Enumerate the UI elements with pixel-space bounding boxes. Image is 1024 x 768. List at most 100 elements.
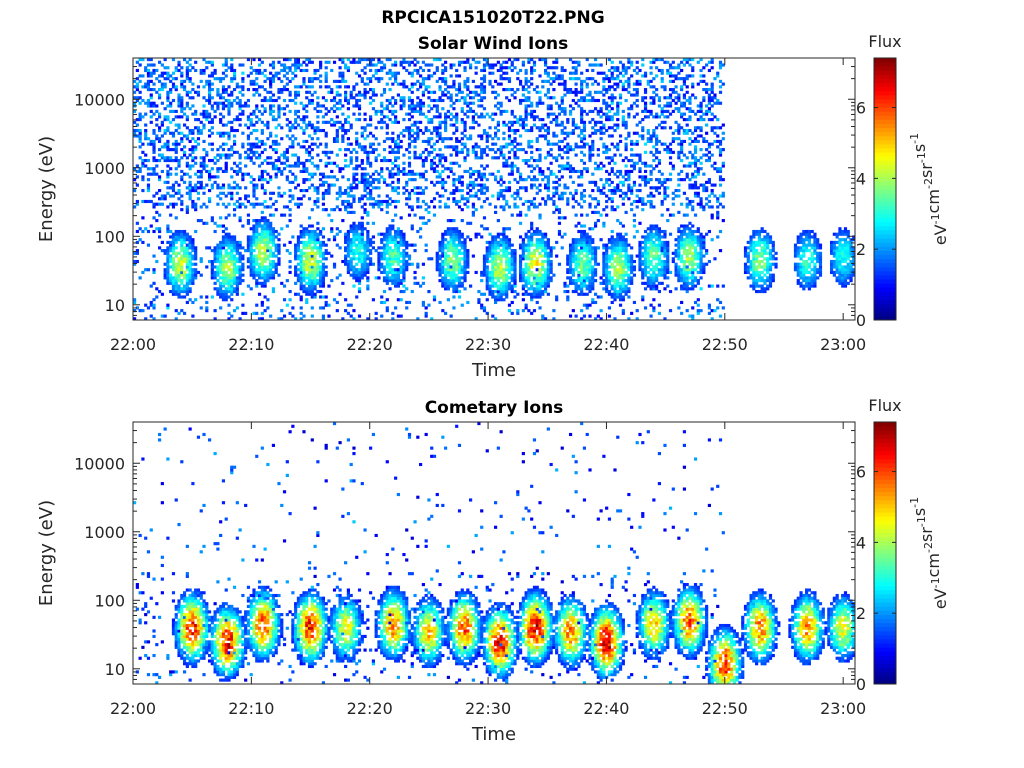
heat-cell xyxy=(271,238,276,242)
heat-cell xyxy=(269,109,273,113)
heat-cell xyxy=(480,112,484,116)
heat-cell xyxy=(235,276,239,280)
heat-cell xyxy=(357,246,362,250)
heat-cell xyxy=(469,284,473,288)
heat-cell xyxy=(227,109,231,113)
heat-cell xyxy=(319,128,323,133)
heat-cell xyxy=(430,74,434,78)
heat-cell xyxy=(546,246,550,250)
heat-cell xyxy=(546,79,550,83)
heat-cell xyxy=(346,66,350,70)
heat-cell xyxy=(516,194,520,198)
heat-cell xyxy=(202,164,206,168)
heat-cell xyxy=(133,85,137,89)
heat-cell xyxy=(332,262,337,266)
heat-cell xyxy=(419,153,423,157)
heat-cell xyxy=(505,268,509,272)
heat-cell xyxy=(257,175,262,179)
heat-cell xyxy=(413,281,417,285)
heat-cell xyxy=(230,262,234,266)
heat-cell xyxy=(460,107,464,111)
heat-cell xyxy=(352,276,356,280)
heat-cell xyxy=(185,276,189,280)
heat-cell xyxy=(324,273,328,277)
heat-cell xyxy=(452,289,456,294)
heat-cell xyxy=(166,205,170,209)
heat-cell xyxy=(216,175,220,179)
heat-cell xyxy=(435,98,439,103)
heat-cell xyxy=(541,240,545,244)
heat-cell xyxy=(302,167,306,171)
heat-cell xyxy=(338,148,342,152)
heat-cell xyxy=(155,295,159,299)
heat-cell xyxy=(499,254,503,258)
heat-cell xyxy=(480,303,484,307)
heat-cell xyxy=(410,98,414,103)
heat-cell xyxy=(513,58,517,62)
heat-cell xyxy=(485,279,489,283)
heat-cell xyxy=(285,249,289,253)
heat-cell xyxy=(494,131,498,135)
heat-cell xyxy=(532,88,537,92)
heat-cell xyxy=(444,115,448,119)
heat-cell xyxy=(177,183,181,187)
heat-cell xyxy=(491,279,495,283)
heat-cell xyxy=(369,118,373,122)
heat-cell xyxy=(271,229,276,234)
heat-cell xyxy=(219,120,223,124)
heat-cell xyxy=(524,268,528,272)
heat-cell xyxy=(482,273,487,277)
heat-cell xyxy=(391,219,395,223)
heat-cell xyxy=(252,259,256,264)
heat-cell xyxy=(302,139,306,144)
heat-cell xyxy=(135,118,139,122)
heat-cell xyxy=(543,259,548,264)
heat-cell xyxy=(230,246,234,250)
heat-cell xyxy=(382,232,387,236)
heat-cell xyxy=(460,243,464,247)
heat-cell xyxy=(246,148,251,152)
heat-cell xyxy=(288,93,292,97)
heat-cell xyxy=(344,98,348,103)
heat-cell xyxy=(316,137,320,141)
heat-cell xyxy=(349,156,353,160)
heat-cell xyxy=(541,254,545,258)
heat-cell xyxy=(224,292,228,296)
heat-cell xyxy=(410,60,414,64)
heat-cell xyxy=(446,257,450,261)
heat-cell xyxy=(480,191,484,195)
heat-cell xyxy=(157,158,162,163)
heat-cell xyxy=(216,292,220,296)
heat-cell xyxy=(332,238,337,242)
heat-cell xyxy=(346,270,350,275)
heat-cell xyxy=(146,137,151,141)
heat-cell xyxy=(488,289,492,294)
heat-cell xyxy=(399,268,403,272)
heat-cell xyxy=(313,251,317,255)
heat-cell xyxy=(385,262,389,266)
heat-cell xyxy=(155,227,159,231)
heat-cell xyxy=(199,172,203,176)
heat-cell xyxy=(441,120,445,124)
heat-cell xyxy=(405,240,409,244)
heat-cell xyxy=(319,265,323,269)
heat-cell xyxy=(238,268,242,272)
heat-cell xyxy=(185,66,189,70)
heat-cell xyxy=(419,191,423,195)
heat-cell xyxy=(157,79,162,83)
heat-cell xyxy=(535,104,539,108)
heat-cell xyxy=(263,178,267,182)
heat-cell xyxy=(405,128,409,133)
heat-cell xyxy=(494,90,498,94)
heat-cell xyxy=(269,251,273,255)
heat-cell xyxy=(488,284,492,288)
heat-cell xyxy=(255,104,259,108)
heat-cell xyxy=(430,107,434,111)
heat-cell xyxy=(466,109,470,113)
heat-cell xyxy=(382,178,387,182)
heat-cell xyxy=(438,249,442,253)
heat-cell xyxy=(535,246,539,250)
heat-cell xyxy=(174,156,178,160)
heat-cell xyxy=(444,145,448,149)
heat-cell xyxy=(363,175,367,179)
